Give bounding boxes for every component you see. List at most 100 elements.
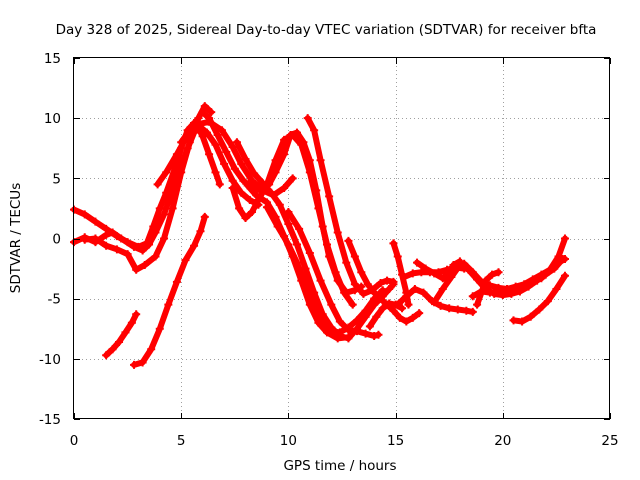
data-point [545, 265, 554, 274]
data-point [537, 270, 546, 279]
data-point [198, 108, 207, 117]
data-point [177, 168, 186, 177]
data-point [374, 330, 383, 339]
data-trace [233, 139, 397, 342]
x-tick-label: 25 [601, 433, 618, 449]
data-point [494, 287, 503, 296]
data-trace [264, 204, 386, 336]
data-point [344, 236, 353, 245]
y-axis-label: SDTVAR / TECUs [8, 183, 24, 293]
data-point [211, 140, 220, 149]
data-point [353, 316, 362, 325]
data-point [378, 304, 387, 313]
data-point [217, 126, 226, 135]
data-point [198, 132, 207, 141]
data-point [117, 234, 126, 243]
y-tick-label: -5 [48, 292, 61, 308]
data-point [438, 285, 447, 294]
data-point [80, 235, 89, 244]
data-point [376, 279, 385, 288]
data-point [215, 180, 224, 189]
data-point [202, 128, 211, 137]
data-point [237, 159, 246, 168]
data-point [344, 325, 353, 334]
data-point [318, 318, 327, 327]
x-tick-labels: 0 5 10 15 20 25 [70, 433, 619, 449]
data-point [241, 214, 250, 223]
data-point [485, 281, 494, 290]
data-point [258, 179, 267, 188]
x-axis-label: GPS time / hours [283, 458, 396, 474]
data-point [511, 282, 520, 291]
data-point [430, 269, 439, 278]
data-point [419, 288, 428, 297]
data-point [333, 228, 342, 237]
data-point [164, 300, 173, 309]
data-point [316, 156, 325, 165]
data-point [192, 120, 201, 129]
data-point [350, 280, 359, 289]
data-point [102, 351, 111, 360]
data-point [389, 239, 398, 248]
series-arc-23 [468, 254, 569, 301]
data-point [102, 230, 111, 239]
data-point [310, 301, 319, 310]
data-point [445, 304, 454, 313]
data-point [160, 210, 169, 219]
data-point [327, 300, 336, 309]
data-point [252, 191, 261, 200]
data-point [237, 188, 246, 197]
data-point [140, 260, 149, 269]
y-tick-label: -15 [39, 412, 61, 428]
data-point [383, 276, 392, 285]
data-point [473, 300, 482, 309]
data-point [560, 234, 569, 243]
data-point [402, 317, 411, 326]
series-arc-6 [185, 120, 224, 189]
data-point [363, 280, 372, 289]
data-point [284, 208, 293, 217]
data-point [241, 155, 250, 164]
data-point [361, 306, 370, 315]
data-point [430, 298, 439, 307]
data-point [155, 324, 164, 333]
data-point [335, 328, 344, 337]
data-point [222, 147, 231, 156]
data-point [560, 254, 569, 263]
data-point [280, 135, 289, 144]
data-point [488, 270, 497, 279]
data-point [314, 204, 323, 213]
data-point [91, 234, 100, 243]
data-point [353, 327, 362, 336]
chart-title: Day 328 of 2025, Sidereal Day-to-day VTE… [56, 22, 597, 38]
data-point [415, 309, 424, 318]
data-point [331, 268, 340, 277]
data-point [200, 102, 209, 111]
data-point [503, 285, 512, 294]
series-arc-26 [130, 212, 209, 369]
data-point [481, 276, 490, 285]
data-trace [131, 213, 208, 368]
series-arc-25 [102, 310, 141, 360]
data-point [477, 287, 486, 296]
data-point [284, 240, 293, 249]
data-trace [229, 132, 356, 308]
data-point [528, 275, 537, 284]
data-point [372, 312, 381, 321]
data-point [344, 333, 353, 342]
data-point [376, 294, 385, 303]
data-point [121, 328, 130, 337]
data-point [185, 132, 194, 141]
series-arc-8 [228, 131, 357, 309]
data-point [554, 258, 563, 267]
data-point [322, 240, 331, 249]
axis-ticks [74, 58, 611, 420]
data-point [327, 327, 336, 336]
data-point [243, 181, 252, 190]
data-point [108, 228, 117, 237]
data-point [147, 345, 156, 354]
data-point [168, 204, 177, 213]
data-point [451, 265, 460, 274]
data-point [172, 277, 181, 286]
data-point [408, 313, 417, 322]
